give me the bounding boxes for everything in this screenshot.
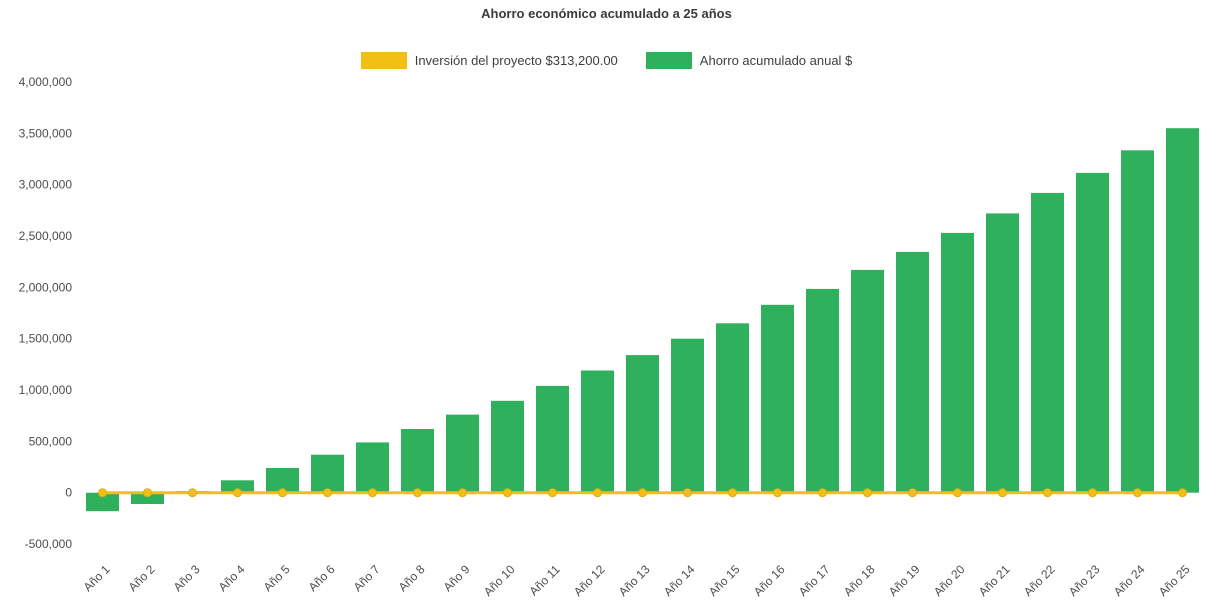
- investment-line-marker-ano-10: [503, 488, 512, 498]
- legend-item-investment: Inversión del proyecto $313,200.00: [360, 52, 618, 69]
- x-tick-label-ano-17: Año 17: [796, 562, 833, 599]
- investment-line-marker-ano-12: [593, 488, 602, 498]
- investment-line-marker-ano-22: [1043, 488, 1052, 498]
- bar-ano-6: [311, 454, 344, 493]
- x-tick-label-ano-2: Año 2: [126, 562, 158, 594]
- x-tick-label-ano-16: Año 16: [751, 562, 788, 599]
- investment-line-marker-ano-6: [323, 488, 332, 498]
- x-tick-label-ano-12: Año 12: [571, 562, 608, 599]
- x-tick-label-ano-8: Año 8: [396, 562, 428, 594]
- x-tick-label-ano-1: Año 1: [81, 562, 113, 594]
- bar-ano-21: [986, 213, 1019, 493]
- legend: Inversión del proyecto $313,200.00 Ahorr…: [0, 52, 1213, 69]
- chart-title: Ahorro económico acumulado a 25 años: [481, 6, 732, 21]
- investment-line-marker-ano-5: [278, 488, 287, 498]
- investment-line-marker-ano-9: [458, 488, 467, 498]
- investment-line-marker-ano-2: [143, 488, 152, 498]
- x-tick-label-ano-10: Año 10: [481, 562, 518, 599]
- investment-line-marker-ano-17: [818, 488, 827, 498]
- legend-label-savings: Ahorro acumulado anual $: [699, 53, 853, 68]
- investment-line-marker-ano-8: [413, 488, 422, 498]
- y-tick-label-3-500-000: 3,500,000: [19, 126, 73, 140]
- investment-line-marker-ano-24: [1133, 488, 1142, 498]
- investment-line-marker-ano-23: [1088, 488, 1097, 498]
- y-tick-label-1-500-000: 1,500,000: [19, 332, 73, 346]
- bar-ano-7: [356, 442, 389, 493]
- bar-ano-19: [896, 251, 929, 493]
- investment-line-marker-ano-19: [908, 488, 917, 498]
- y-tick-label-1-000-000: 1,000,000: [19, 383, 73, 397]
- bar-ano-18: [851, 269, 884, 493]
- investment-line-marker-ano-21: [998, 488, 1007, 498]
- bar-ano-17: [806, 288, 839, 493]
- y-tick-label-3-000-000: 3,000,000: [19, 178, 73, 192]
- x-tick-label-ano-18: Año 18: [841, 562, 878, 599]
- legend-swatch-investment: [360, 52, 407, 69]
- bar-ano-24: [1121, 150, 1154, 493]
- x-tick-label-ano-5: Año 5: [261, 562, 293, 594]
- investment-line-marker-ano-13: [638, 488, 647, 498]
- investment-line-marker-ano-7: [368, 488, 377, 498]
- x-tick-label-ano-7: Año 7: [351, 562, 383, 594]
- bar-ano-16: [761, 304, 794, 493]
- investment-line-marker-ano-18: [863, 488, 872, 498]
- investment-line-marker-ano-11: [548, 488, 557, 498]
- bar-ano-13: [626, 355, 659, 493]
- x-tick-label-ano-14: Año 14: [661, 562, 698, 599]
- investment-line-marker-ano-3: [188, 488, 197, 498]
- investment-line-marker-ano-25: [1178, 488, 1187, 498]
- bar-ano-10: [491, 400, 524, 493]
- bar-ano-1: [86, 492, 119, 512]
- y-tick-label-2-500-000: 2,500,000: [19, 229, 73, 243]
- investment-line-marker-ano-15: [728, 488, 737, 498]
- legend-item-savings: Ahorro acumulado anual $: [645, 52, 853, 69]
- x-tick-label-ano-19: Año 19: [886, 562, 923, 599]
- bar-ano-20: [941, 232, 974, 493]
- y-tick-label-4-000-000: 4,000,000: [19, 75, 73, 89]
- x-tick-label-ano-11: Año 11: [526, 562, 562, 598]
- x-tick-label-ano-9: Año 9: [441, 562, 473, 594]
- x-tick-label-ano-25: Año 25: [1156, 562, 1193, 599]
- x-tick-label-ano-22: Año 22: [1021, 562, 1058, 599]
- bar-ano-15: [716, 323, 749, 493]
- bar-ano-8: [401, 429, 434, 493]
- bar-ano-25: [1166, 128, 1199, 493]
- x-tick-label-ano-4: Año 4: [216, 562, 248, 594]
- y-tick-label-0: 0: [65, 486, 72, 500]
- investment-line-marker-ano-16: [773, 488, 782, 498]
- y-tick-label-2-000-000: 2,000,000: [19, 280, 73, 294]
- investment-line-marker-ano-1: [98, 488, 107, 498]
- x-tick-label-ano-15: Año 15: [706, 562, 743, 599]
- bar-ano-14: [671, 338, 704, 493]
- legend-label-investment: Inversión del proyecto $313,200.00: [414, 53, 618, 68]
- x-tick-label-ano-13: Año 13: [616, 562, 653, 599]
- bar-ano-4: [221, 480, 254, 493]
- x-tick-label-ano-6: Año 6: [306, 562, 338, 594]
- bar-ano-2: [131, 492, 164, 504]
- bar-ano-9: [446, 414, 479, 493]
- bar-ano-22: [1031, 192, 1064, 493]
- legend-swatch-savings: [645, 52, 692, 69]
- investment-line-marker-ano-20: [953, 488, 962, 498]
- y-tick-label-500-000: 500,000: [29, 434, 73, 448]
- investment-line-marker-ano-14: [683, 488, 692, 498]
- bar-ano-11: [536, 385, 569, 493]
- bar-ano-23: [1076, 172, 1109, 493]
- investment-line-marker-ano-4: [233, 488, 242, 498]
- x-tick-label-ano-24: Año 24: [1111, 562, 1148, 599]
- y-tick-label--500-000: -500,000: [25, 537, 73, 551]
- x-tick-label-ano-20: Año 20: [931, 562, 968, 599]
- x-tick-label-ano-3: Año 3: [171, 562, 203, 594]
- x-tick-label-ano-21: Año 21: [976, 562, 1013, 599]
- x-tick-label-ano-23: Año 23: [1066, 562, 1103, 599]
- bar-ano-12: [581, 370, 614, 493]
